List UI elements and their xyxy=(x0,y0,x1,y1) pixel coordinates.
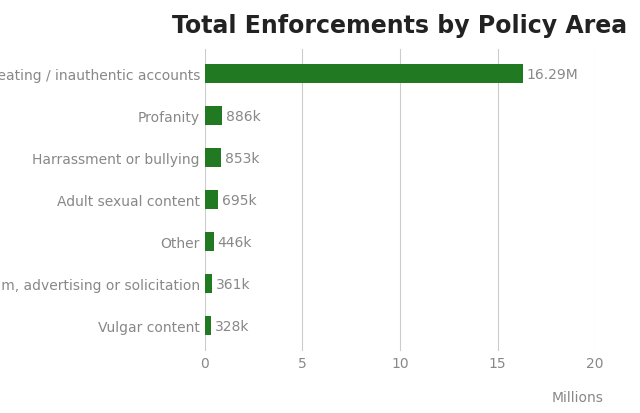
Text: 16.29M: 16.29M xyxy=(527,68,579,82)
Bar xyxy=(205,275,212,294)
X-axis label: Millions: Millions xyxy=(551,390,603,404)
Text: 446k: 446k xyxy=(218,235,252,249)
Bar xyxy=(205,65,523,84)
Bar xyxy=(205,191,218,210)
Bar xyxy=(205,149,221,168)
Text: 886k: 886k xyxy=(226,109,260,123)
Title: Total Enforcements by Policy Area: Total Enforcements by Policy Area xyxy=(172,14,628,38)
Text: 328k: 328k xyxy=(215,319,250,333)
Text: 853k: 853k xyxy=(225,152,260,166)
Text: 695k: 695k xyxy=(222,193,257,207)
Text: 361k: 361k xyxy=(216,277,250,291)
Bar xyxy=(205,316,211,335)
Bar xyxy=(205,233,214,252)
Bar xyxy=(205,107,222,126)
